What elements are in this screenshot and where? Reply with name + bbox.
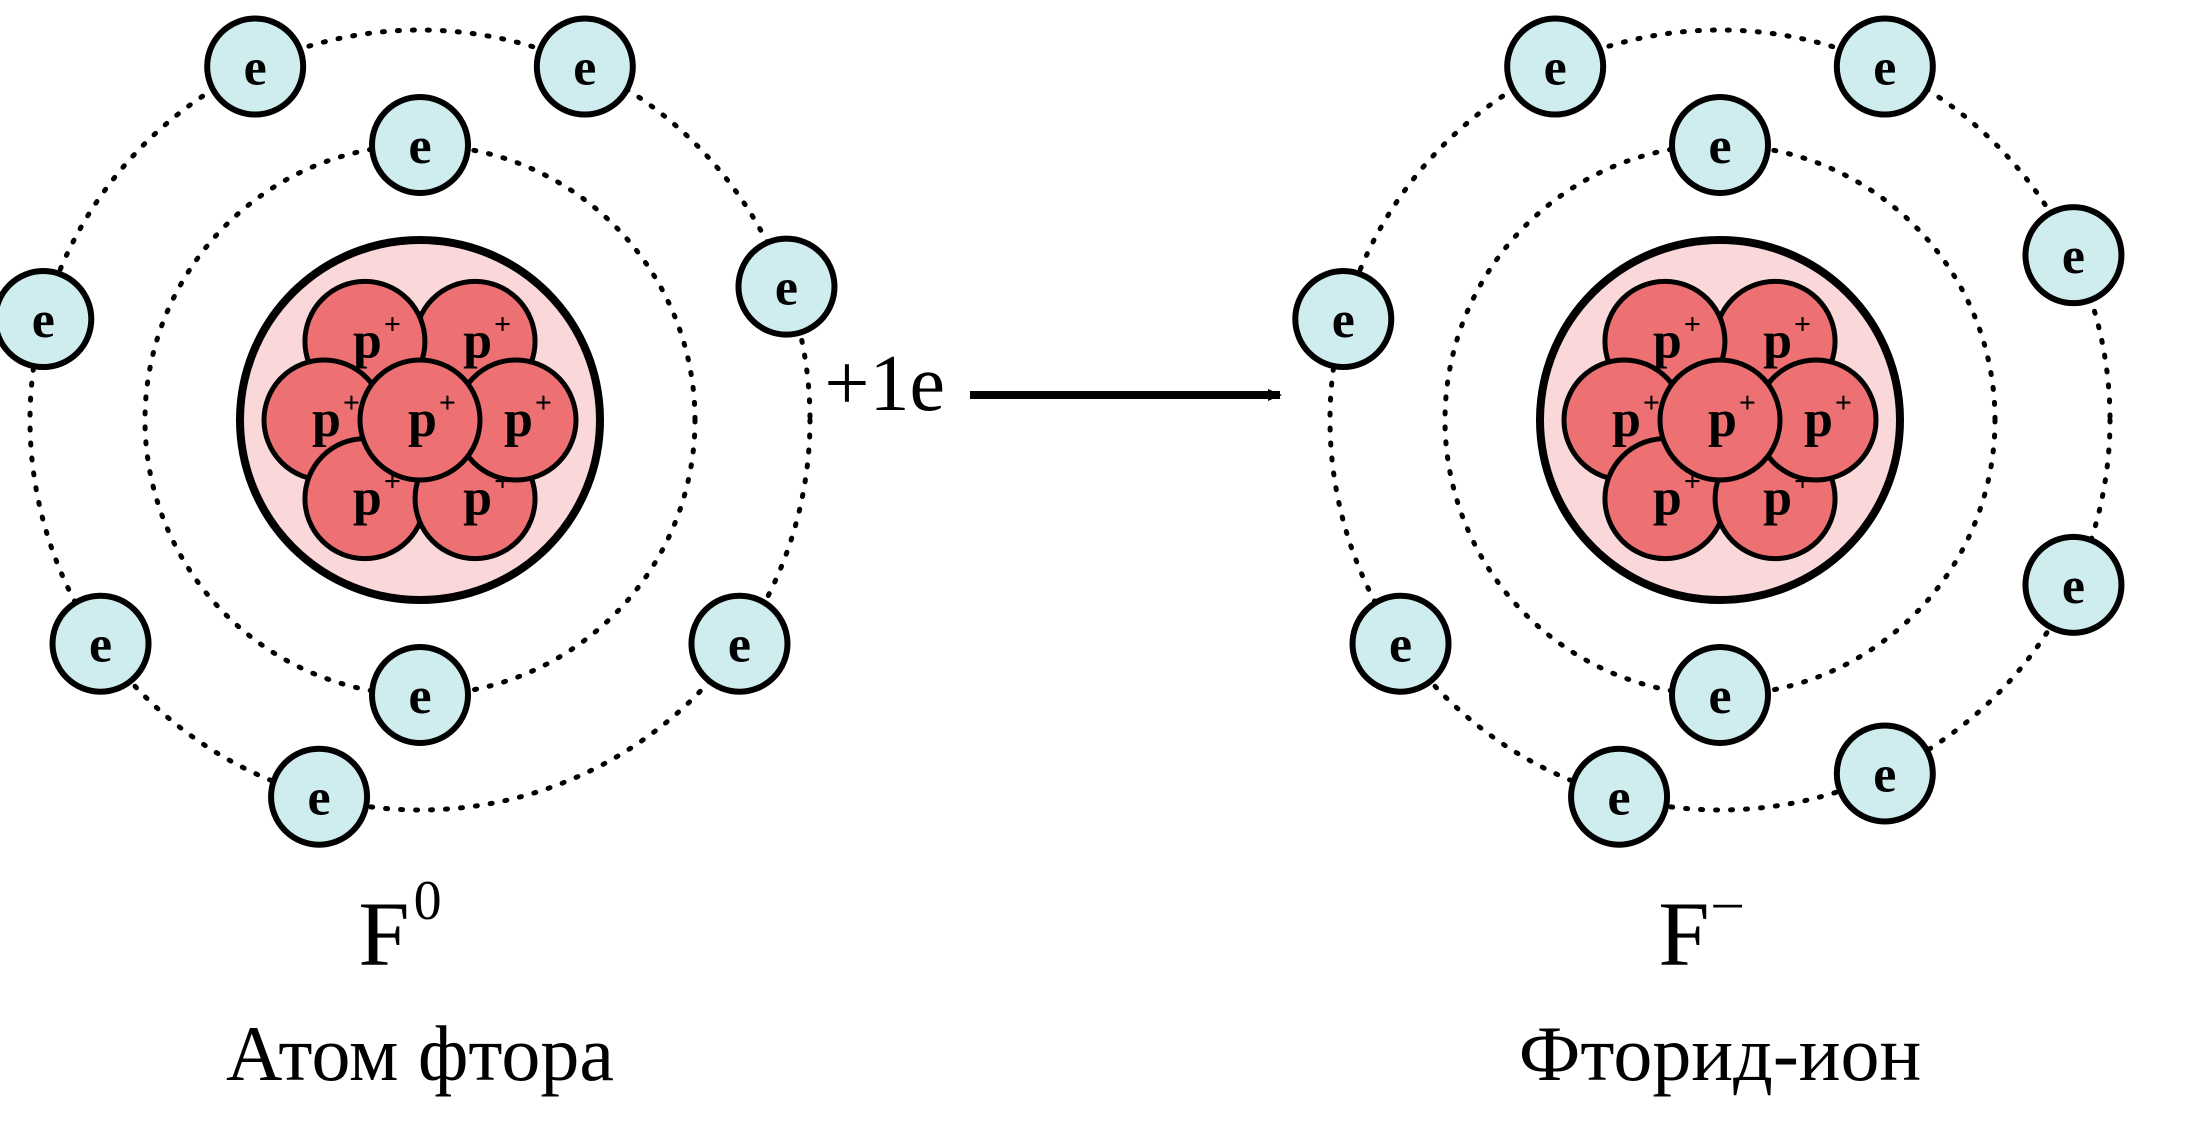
transition-label: +1e bbox=[824, 340, 945, 428]
electron-label: e bbox=[32, 292, 55, 349]
electron-label: e bbox=[573, 40, 596, 97]
atom-ion-diagram: p+p+p+p+p+p+p+eeeeeeeeeF0Атом фтораp+p+p… bbox=[0, 0, 2202, 1139]
electron-label: e bbox=[244, 40, 267, 97]
caption-text-left: Атом фтора bbox=[226, 1010, 614, 1097]
proton-cluster: p+p+p+p+p+p+p+ bbox=[1564, 281, 1876, 558]
electron-label: e bbox=[1873, 40, 1896, 97]
electron-label: e bbox=[408, 118, 431, 175]
electron-label: e bbox=[1873, 746, 1896, 803]
electron-label: e bbox=[1332, 292, 1355, 349]
electron-label: e bbox=[408, 668, 431, 725]
proton-cluster: p+p+p+p+p+p+p+ bbox=[264, 281, 576, 558]
electron-label: e bbox=[1544, 40, 1567, 97]
electron-label: e bbox=[775, 260, 798, 317]
electron-label: e bbox=[1389, 617, 1412, 674]
electron-label: e bbox=[1708, 668, 1731, 725]
electron-label: e bbox=[1608, 770, 1631, 827]
electron-label: e bbox=[728, 617, 751, 674]
electron-label: e bbox=[2062, 558, 2085, 615]
electron-label: e bbox=[308, 770, 331, 827]
caption-text-right: Фторид-ион bbox=[1519, 1010, 1922, 1097]
electron-label: e bbox=[2062, 228, 2085, 285]
electron-label: e bbox=[1708, 118, 1731, 175]
electron-label: e bbox=[89, 617, 112, 674]
